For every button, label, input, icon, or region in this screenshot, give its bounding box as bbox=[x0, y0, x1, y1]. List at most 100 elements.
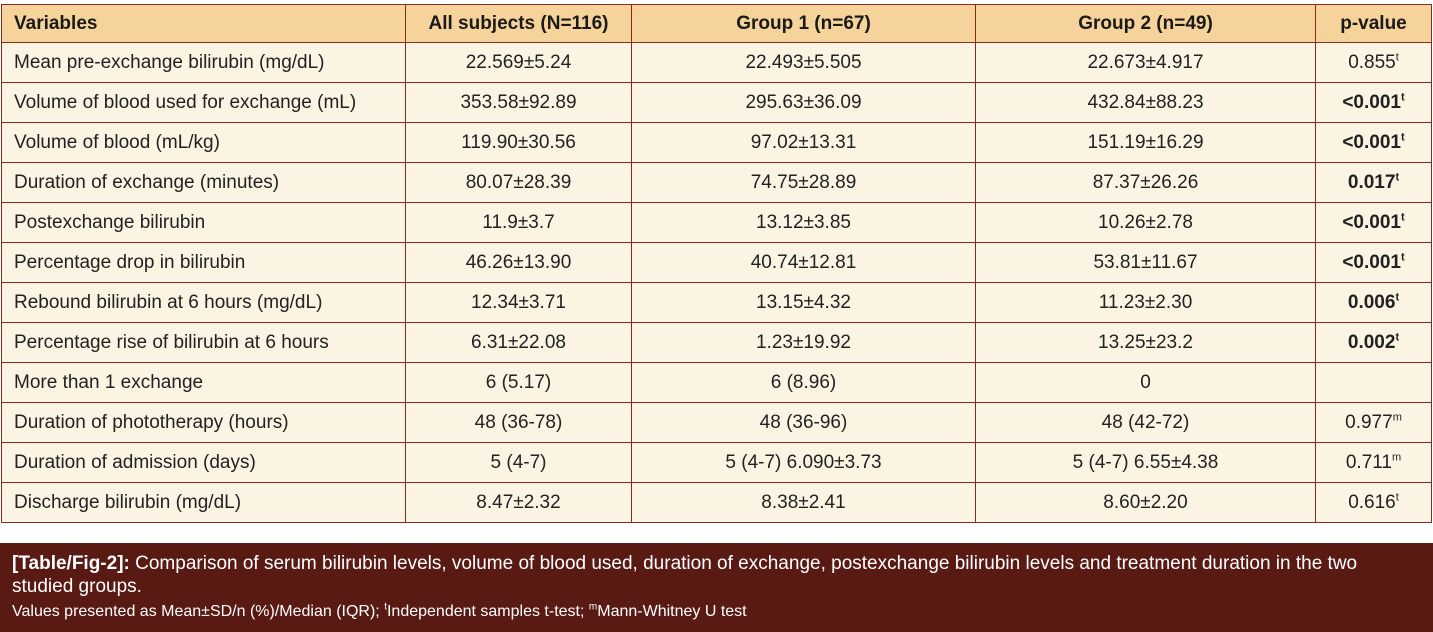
p-value-test-marker: t bbox=[1395, 291, 1400, 304]
all-subjects-cell: 8.47±2.32 bbox=[405, 482, 632, 523]
all-subjects-cell: 48 (36-78) bbox=[405, 402, 632, 443]
p-value-test-marker: t bbox=[1400, 211, 1405, 224]
p-value-cell: 0.616t bbox=[1315, 482, 1432, 523]
group-2-cell: 53.81±11.67 bbox=[975, 242, 1316, 283]
variable-cell: Volume of blood (mL/kg) bbox=[1, 122, 406, 163]
all-subjects-cell: 22.569±5.24 bbox=[405, 42, 632, 83]
caption-note: Values presented as Mean±SD/n (%)/Median… bbox=[12, 601, 1421, 621]
group-2-cell: 10.26±2.78 bbox=[975, 202, 1316, 243]
p-value-cell: 0.006t bbox=[1315, 282, 1432, 323]
all-subjects-cell: 6 (5.17) bbox=[405, 362, 632, 403]
caption-main: [Table/Fig-2]: Comparison of serum bilir… bbox=[12, 552, 1421, 598]
p-value-test-marker: t bbox=[1395, 51, 1399, 64]
p-value-test-marker: t bbox=[1400, 91, 1405, 104]
group-2-cell: 22.673±4.917 bbox=[975, 42, 1316, 83]
p-value-cell: <0.001t bbox=[1315, 202, 1432, 243]
caption-note-part2: Independent samples t-test; bbox=[386, 603, 589, 620]
p-value-test-marker: t bbox=[1400, 131, 1405, 144]
group-1-cell: 13.15±4.32 bbox=[631, 282, 976, 323]
group-1-cell: 48 (36-96) bbox=[631, 402, 976, 443]
p-value-cell: 0.017t bbox=[1315, 162, 1432, 203]
table-row: Percentage rise of bilirubin at 6 hours 6… bbox=[1, 322, 1432, 363]
table-row: Postexchange bilirubin 11.9±3.7 13.12±3.85… bbox=[1, 202, 1432, 243]
group-1-cell: 22.493±5.505 bbox=[631, 42, 976, 83]
p-value-cell: 0.855t bbox=[1315, 42, 1432, 83]
variable-cell: Percentage rise of bilirubin at 6 hours bbox=[1, 322, 406, 363]
p-value-test-marker: t bbox=[1400, 251, 1405, 264]
group-2-cell: 432.84±88.23 bbox=[975, 82, 1316, 123]
p-value-cell: <0.001t bbox=[1315, 242, 1432, 283]
caption-note-sup1: t bbox=[384, 601, 387, 613]
all-subjects-cell: 11.9±3.7 bbox=[405, 202, 632, 243]
table-row: Mean pre-exchange bilirubin (mg/dL) 22.56… bbox=[1, 42, 1432, 83]
header-group-2: Group 2 (n=49) bbox=[975, 4, 1316, 43]
data-table: Variables All subjects (N=116) Group 1 (… bbox=[1, 4, 1432, 523]
table-row: Rebound bilirubin at 6 hours (mg/dL) 12.3… bbox=[1, 282, 1432, 323]
group-1-cell: 1.23±19.92 bbox=[631, 322, 976, 363]
p-value-cell: <0.001t bbox=[1315, 122, 1432, 163]
p-value-test-marker: t bbox=[1395, 491, 1399, 504]
table-body: Mean pre-exchange bilirubin (mg/dL) 22.56… bbox=[1, 42, 1432, 523]
table-row: More than 1 exchange 6 (5.17) 6 (8.96) 0 bbox=[1, 362, 1432, 403]
table-row: Discharge bilirubin (mg/dL) 8.47±2.32 8.38… bbox=[1, 482, 1432, 523]
table-row: Duration of admission (days) 5 (4-7) 5 (4-… bbox=[1, 442, 1432, 483]
variable-cell: Postexchange bilirubin bbox=[1, 202, 406, 243]
variable-cell: Duration of phototherapy (hours) bbox=[1, 402, 406, 443]
group-2-cell: 48 (42-72) bbox=[975, 402, 1316, 443]
p-value-text: 0.002 bbox=[1347, 331, 1396, 353]
table-row: Duration of phototherapy (hours) 48 (36-7… bbox=[1, 402, 1432, 443]
group-1-cell: 13.12±3.85 bbox=[631, 202, 976, 243]
table-row: Volume of blood (mL/kg) 119.90±30.56 97.02… bbox=[1, 122, 1432, 163]
p-value-text: 0.017 bbox=[1347, 171, 1396, 193]
p-value-cell: 0.977m bbox=[1315, 402, 1432, 443]
table-row: Percentage drop in bilirubin 46.26±13.90 4… bbox=[1, 242, 1432, 283]
group-2-cell: 151.19±16.29 bbox=[975, 122, 1316, 163]
all-subjects-cell: 119.90±30.56 bbox=[405, 122, 632, 163]
variable-cell: Percentage drop in bilirubin bbox=[1, 242, 406, 283]
all-subjects-cell: 46.26±13.90 bbox=[405, 242, 632, 283]
group-2-cell: 13.25±23.2 bbox=[975, 322, 1316, 363]
p-value-test-marker: t bbox=[1395, 171, 1400, 184]
group-2-cell: 5 (4-7) 6.55±4.38 bbox=[975, 442, 1316, 483]
p-value-text: 0.977 bbox=[1345, 411, 1393, 433]
header-row: Variables All subjects (N=116) Group 1 (… bbox=[1, 4, 1432, 43]
variable-cell: Rebound bilirubin at 6 hours (mg/dL) bbox=[1, 282, 406, 323]
variable-cell: More than 1 exchange bbox=[1, 362, 406, 403]
table-row: Duration of exchange (minutes) 80.07±28.3… bbox=[1, 162, 1432, 203]
p-value-test-marker: t bbox=[1395, 331, 1400, 344]
table-row: Volume of blood used for exchange (mL) 35… bbox=[1, 82, 1432, 123]
p-value-test-marker: m bbox=[1391, 451, 1402, 464]
p-value-text: 0.711 bbox=[1345, 451, 1392, 473]
all-subjects-cell: 6.31±22.08 bbox=[405, 322, 632, 363]
p-value-cell bbox=[1315, 362, 1432, 403]
caption-note-sup2: m bbox=[588, 601, 598, 613]
group-2-cell: 11.23±2.30 bbox=[975, 282, 1316, 323]
group-2-cell: 87.37±26.26 bbox=[975, 162, 1316, 203]
caption-note-part1: Values presented as Mean±SD/n (%)/Median… bbox=[12, 603, 385, 620]
group-2-cell: 0 bbox=[975, 362, 1316, 403]
group-1-cell: 5 (4-7) 6.090±3.73 bbox=[631, 442, 976, 483]
caption-text: Comparison of serum bilirubin levels, vo… bbox=[12, 553, 1358, 597]
p-value-text: <0.001 bbox=[1342, 91, 1401, 113]
p-value-text: <0.001 bbox=[1342, 131, 1401, 153]
caption-note-part3: Mann-Whitney U test bbox=[597, 603, 747, 620]
group-1-cell: 295.63±36.09 bbox=[631, 82, 976, 123]
group-2-cell: 8.60±2.20 bbox=[975, 482, 1316, 523]
p-value-cell: 0.711m bbox=[1315, 442, 1432, 483]
p-value-cell: 0.002t bbox=[1315, 322, 1432, 363]
caption-label: [Table/Fig-2]: bbox=[12, 553, 130, 574]
p-value-text: 0.855 bbox=[1348, 51, 1396, 73]
variable-cell: Mean pre-exchange bilirubin (mg/dL) bbox=[1, 42, 406, 83]
header-group-1: Group 1 (n=67) bbox=[631, 4, 976, 43]
group-1-cell: 40.74±12.81 bbox=[631, 242, 976, 283]
p-value-text: <0.001 bbox=[1342, 251, 1401, 273]
variable-cell: Duration of exchange (minutes) bbox=[1, 162, 406, 203]
table-header: Variables All subjects (N=116) Group 1 (… bbox=[1, 4, 1432, 43]
group-1-cell: 97.02±13.31 bbox=[631, 122, 976, 163]
all-subjects-cell: 12.34±3.71 bbox=[405, 282, 632, 323]
table-caption: [Table/Fig-2]: Comparison of serum bilir… bbox=[0, 543, 1433, 632]
variable-cell: Discharge bilirubin (mg/dL) bbox=[1, 482, 406, 523]
header-p-value: p-value bbox=[1315, 4, 1432, 43]
variable-cell: Volume of blood used for exchange (mL) bbox=[1, 82, 406, 123]
